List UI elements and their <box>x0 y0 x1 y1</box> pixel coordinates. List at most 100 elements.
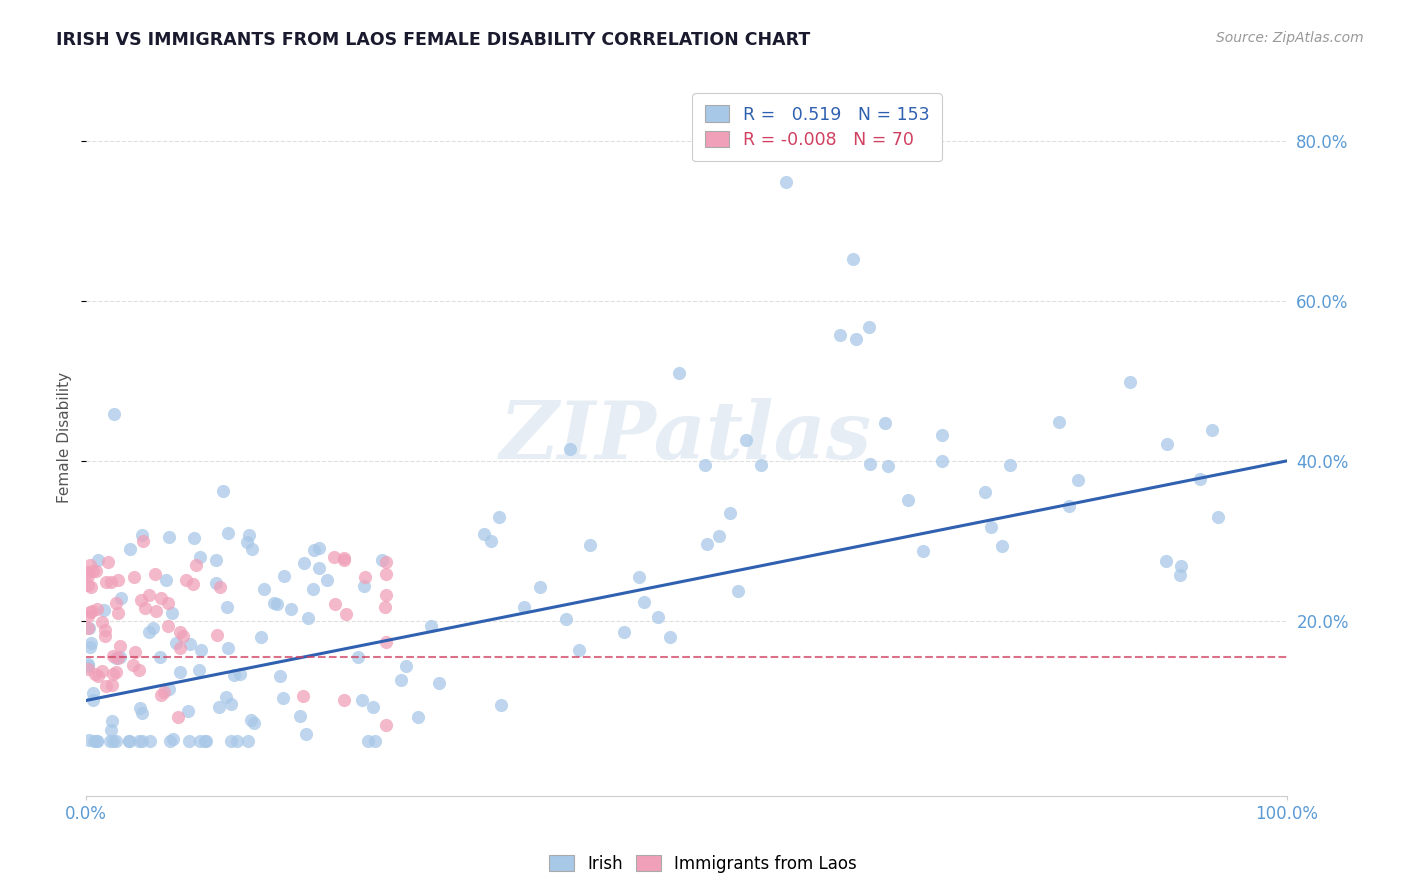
Point <box>568 642 591 657</box>
Point <box>194 733 217 747</box>
Point <box>142 621 165 635</box>
Point <box>479 534 502 549</box>
Point <box>354 570 377 584</box>
Point <box>118 542 141 557</box>
Point <box>828 328 851 343</box>
Point <box>172 629 194 643</box>
Point <box>253 582 276 597</box>
Point <box>98 733 121 747</box>
Point <box>491 698 513 713</box>
Point <box>94 679 117 693</box>
Point <box>131 733 153 747</box>
Point <box>374 555 396 569</box>
Point <box>188 733 211 747</box>
Point <box>295 727 318 741</box>
Point <box>361 700 384 714</box>
Point <box>107 651 129 665</box>
Point <box>87 552 110 566</box>
Legend: Irish, Immigrants from Laos: Irish, Immigrants from Laos <box>543 848 863 880</box>
Point <box>512 599 534 614</box>
Point <box>1206 510 1229 524</box>
Point <box>219 733 242 747</box>
Point <box>86 564 108 578</box>
Point <box>165 636 187 650</box>
Point <box>86 733 108 747</box>
Point <box>297 611 319 625</box>
Point <box>217 600 239 615</box>
Point <box>931 428 953 442</box>
Point <box>374 599 396 614</box>
Point <box>77 657 100 672</box>
Point <box>308 561 330 575</box>
Point <box>371 553 394 567</box>
Point <box>79 640 101 654</box>
Point <box>332 693 354 707</box>
Point <box>240 541 263 556</box>
Point <box>77 659 100 673</box>
Point <box>911 544 934 558</box>
Point <box>83 733 105 747</box>
Point <box>877 459 900 474</box>
Point <box>79 733 101 747</box>
Point <box>82 564 104 578</box>
Point <box>186 558 208 572</box>
Point <box>205 576 228 591</box>
Point <box>859 457 882 471</box>
Point <box>1154 554 1177 568</box>
Point <box>138 588 160 602</box>
Point <box>236 535 259 549</box>
Point <box>149 650 172 665</box>
Point <box>101 733 124 747</box>
Point <box>238 528 260 542</box>
Point <box>131 527 153 541</box>
Point <box>79 558 101 572</box>
Point <box>1057 500 1080 514</box>
Point <box>1170 558 1192 573</box>
Point <box>82 693 104 707</box>
Point <box>613 624 636 639</box>
Point <box>973 484 995 499</box>
Point <box>80 604 103 618</box>
Point <box>1189 472 1212 486</box>
Point <box>155 573 177 587</box>
Point <box>97 555 120 569</box>
Point <box>79 580 101 594</box>
Legend: R =   0.519   N = 153, R = -0.008   N = 70: R = 0.519 N = 153, R = -0.008 N = 70 <box>693 94 942 161</box>
Point <box>208 700 231 714</box>
Point <box>427 676 450 690</box>
Point <box>86 733 108 747</box>
Point <box>77 662 100 676</box>
Point <box>205 628 228 642</box>
Point <box>118 733 141 747</box>
Point <box>229 666 252 681</box>
Point <box>177 705 200 719</box>
Point <box>183 531 205 545</box>
Point <box>86 601 108 615</box>
Point <box>897 493 920 508</box>
Point <box>374 588 396 602</box>
Point <box>308 541 330 555</box>
Point <box>735 434 758 448</box>
Point <box>350 693 373 707</box>
Point <box>302 542 325 557</box>
Point <box>845 332 868 346</box>
Point <box>335 607 357 621</box>
Point <box>104 596 127 610</box>
Point <box>980 520 1002 534</box>
Point <box>707 529 730 543</box>
Point <box>1156 436 1178 450</box>
Point <box>243 716 266 731</box>
Point <box>579 538 602 552</box>
Point <box>353 579 375 593</box>
Point <box>91 665 114 679</box>
Point <box>292 689 315 703</box>
Point <box>104 650 127 665</box>
Point <box>332 553 354 567</box>
Point <box>77 578 100 592</box>
Point <box>100 574 122 589</box>
Point <box>627 569 650 583</box>
Point <box>129 593 152 607</box>
Point <box>420 618 443 632</box>
Point <box>100 678 122 692</box>
Point <box>104 733 127 747</box>
